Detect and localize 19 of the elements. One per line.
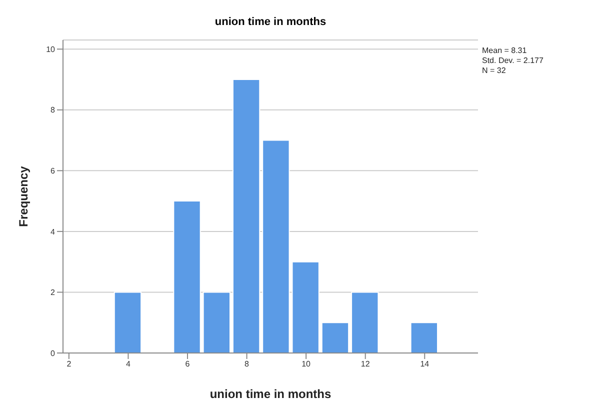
y-tick-label: 4 bbox=[50, 227, 56, 236]
x-tick-label: 4 bbox=[126, 360, 131, 369]
x-tick-label: 10 bbox=[302, 360, 312, 369]
y-tick-label: 10 bbox=[46, 44, 56, 54]
y-axis-title: Frequency bbox=[16, 166, 30, 227]
x-tick-label: 6 bbox=[185, 360, 190, 369]
y-tick-label: 8 bbox=[50, 106, 56, 115]
x-tick-label: 12 bbox=[360, 360, 370, 369]
text: N = 32 bbox=[482, 66, 507, 76]
y-tick-label: 6 bbox=[50, 166, 56, 176]
text: Std. Dev. = 2.177 bbox=[482, 56, 544, 66]
chart-title: union time in months bbox=[214, 16, 328, 28]
y-tick-label: 0 bbox=[50, 348, 56, 358]
x-axis-title: union time in months bbox=[210, 387, 332, 401]
x-tick-label: 2 bbox=[66, 360, 72, 369]
x-tick-label: 8 bbox=[244, 360, 250, 369]
text: Mean = 8.31 bbox=[482, 46, 528, 56]
x-tick-label: 14 bbox=[420, 360, 430, 369]
y-tick-label: 2 bbox=[50, 288, 56, 298]
